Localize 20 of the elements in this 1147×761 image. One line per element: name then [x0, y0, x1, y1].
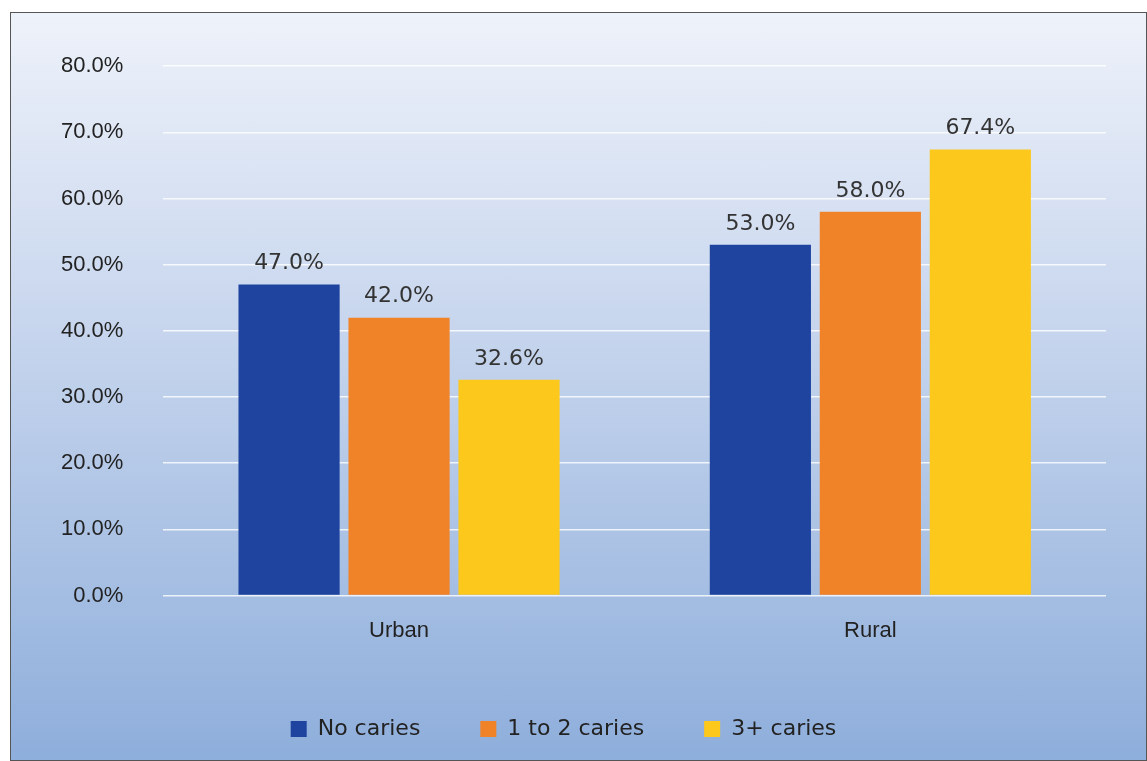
legend-label: No caries [317, 714, 421, 740]
y-tick-label: 70.0% [60, 118, 124, 144]
y-tick-label: 20.0% [60, 449, 124, 475]
x-tick-label: Rural [844, 616, 897, 642]
y-tick-label: 0.0% [73, 581, 124, 607]
y-tick-label: 10.0% [60, 515, 124, 541]
legend-label: 3+ caries [731, 714, 837, 740]
data-label: 42.0% [364, 282, 434, 308]
data-label: 32.6% [474, 344, 544, 370]
y-tick-label: 50.0% [60, 250, 124, 276]
y-tick-label: 30.0% [60, 383, 124, 409]
x-tick-label: Urban [369, 616, 429, 642]
y-tick-label: 60.0% [60, 184, 124, 210]
data-label: 47.0% [254, 249, 325, 275]
data-label: 67.4% [945, 114, 1016, 140]
y-tick-label: 80.0% [60, 52, 124, 78]
y-tick-label: 40.0% [60, 316, 124, 342]
data-label: 53.0% [725, 209, 796, 235]
legend-label: 1 to 2 caries [507, 714, 645, 740]
data-label: 58.0% [835, 176, 906, 202]
